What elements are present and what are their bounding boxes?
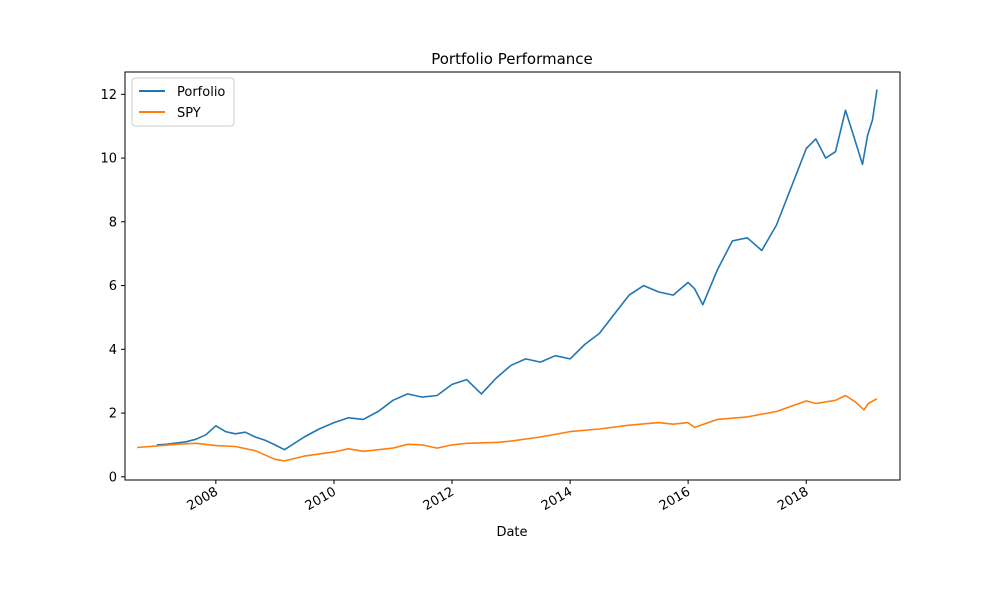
x-axis: 2008 2010 2012 2014 2016 2018 <box>185 480 811 514</box>
y-tick-label-0: 0 <box>109 470 117 485</box>
y-axis: 0 2 4 6 8 10 12 <box>100 88 125 485</box>
x-tick-label-2012: 2012 <box>421 484 457 514</box>
x-tick-label-2018: 2018 <box>775 484 811 514</box>
legend: Porfolio SPY <box>131 77 235 127</box>
plot-frame <box>124 71 901 481</box>
chart-title: Portfolio Performance <box>431 50 593 68</box>
y-tick-label-12: 12 <box>100 88 117 103</box>
series-line-porfolio <box>156 89 878 451</box>
y-tick-label-8: 8 <box>109 215 117 230</box>
y-tick-label-2: 2 <box>109 407 117 422</box>
y-tick-label-4: 4 <box>109 343 117 358</box>
x-tick-label-2016: 2016 <box>657 484 693 514</box>
x-axis-label: Date <box>496 525 527 540</box>
plot-layer <box>137 89 878 462</box>
x-tick-label-2014: 2014 <box>539 484 575 514</box>
legend-label-porfolio: Porfolio <box>177 85 225 100</box>
legend-label-spy: SPY <box>177 106 201 121</box>
y-tick-label-10: 10 <box>100 152 117 167</box>
x-tick-label-2010: 2010 <box>303 484 339 514</box>
x-tick-label-2008: 2008 <box>185 484 221 514</box>
series-line-spy <box>137 394 878 462</box>
y-tick-label-6: 6 <box>109 279 117 294</box>
